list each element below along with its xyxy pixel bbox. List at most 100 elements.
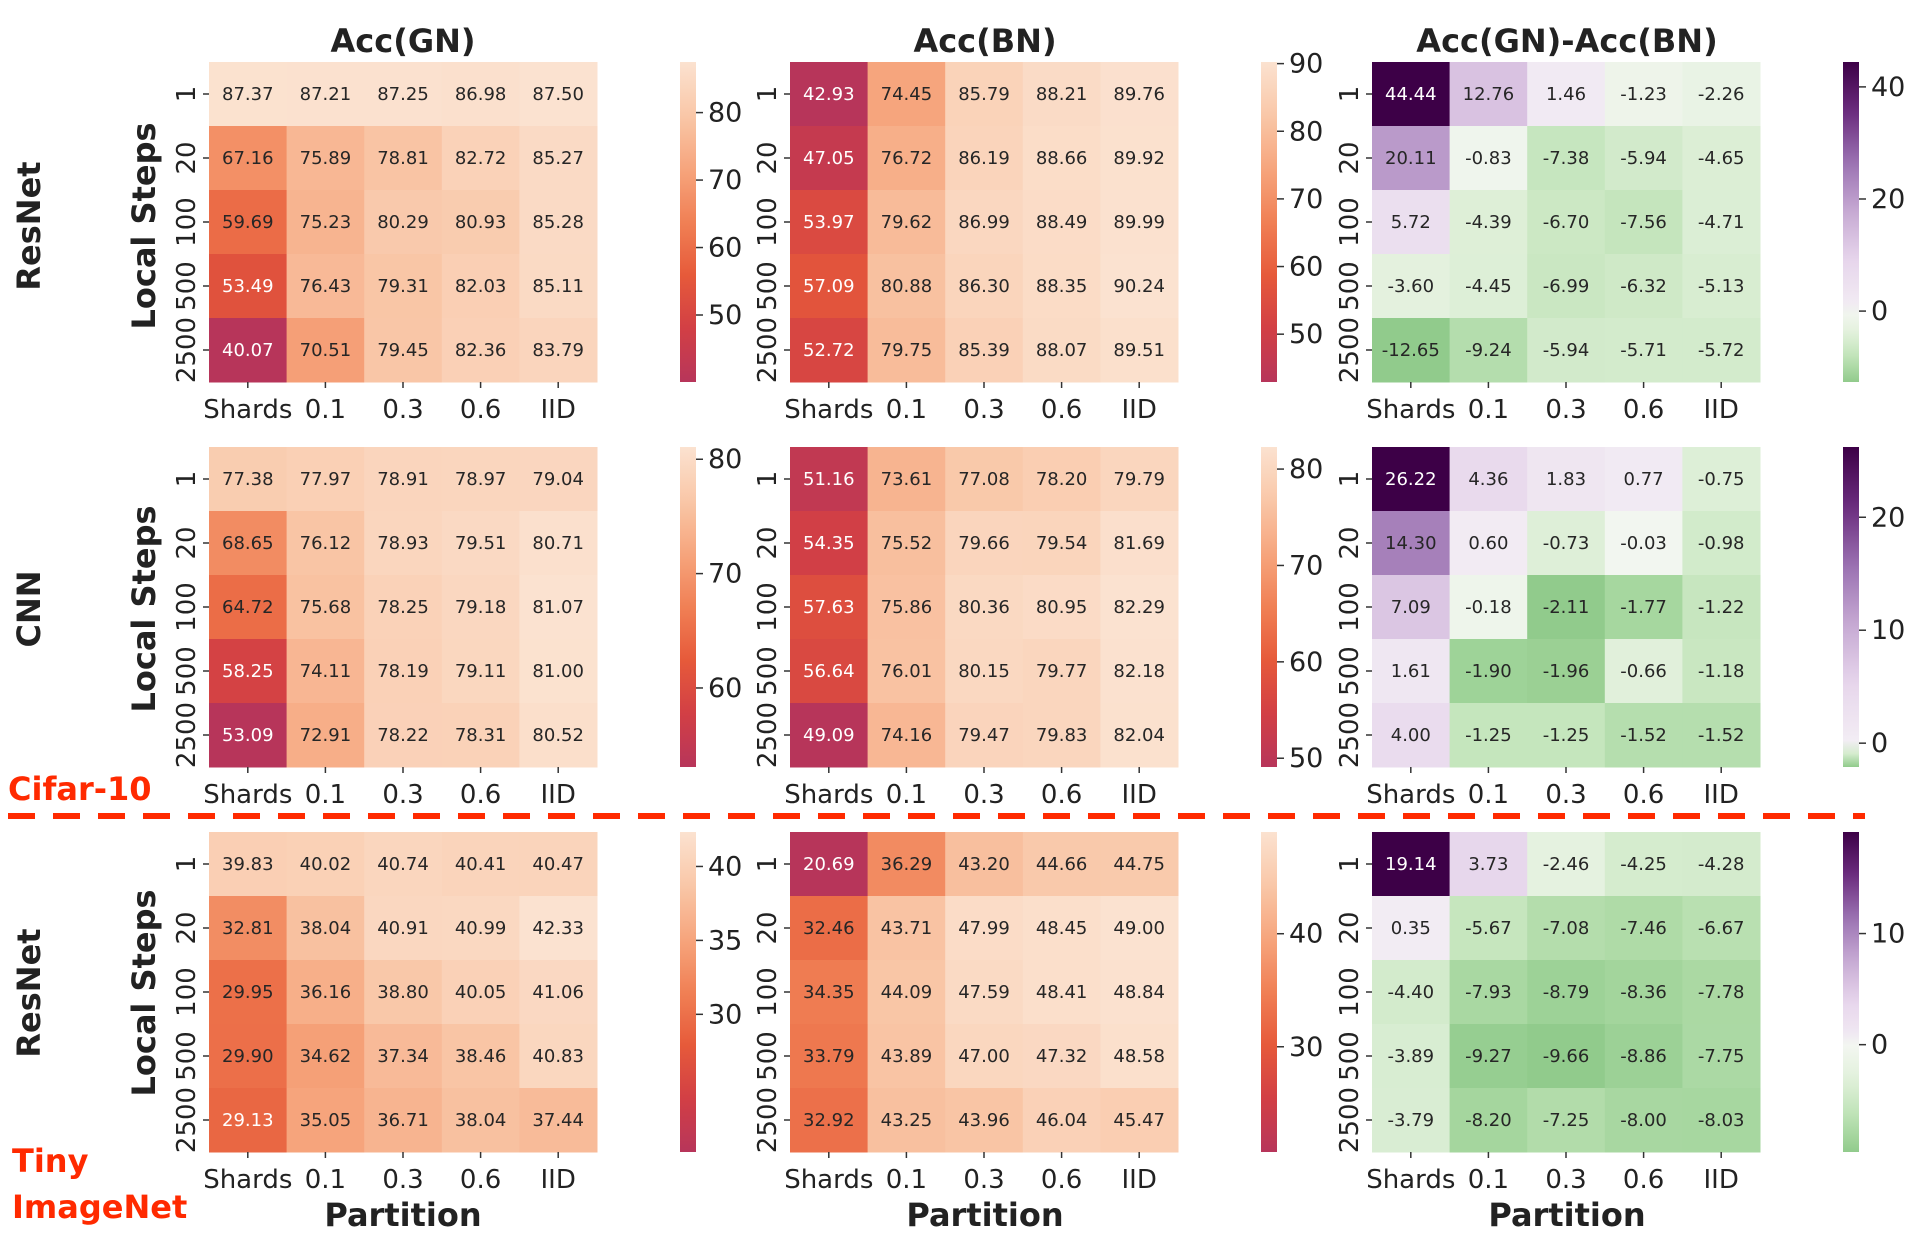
cell-value-label: 82.36 bbox=[455, 340, 507, 361]
cell-value-label: 29.95 bbox=[222, 982, 274, 1003]
heatmap-cell bbox=[867, 318, 946, 383]
cell-value-label: 29.90 bbox=[222, 1046, 274, 1067]
cell-value-label: 43.20 bbox=[958, 854, 1010, 875]
heatmap-cell bbox=[1604, 62, 1683, 127]
cell-value-label: 20.11 bbox=[1385, 148, 1437, 169]
x-tick-label: 0.3 bbox=[1545, 1165, 1586, 1195]
cell-value-label: 75.68 bbox=[300, 597, 352, 618]
y-tick-label: 500 bbox=[753, 261, 783, 311]
heatmap-cell bbox=[1372, 832, 1451, 897]
heatmap-panel: 87.37 87.21 87.25 86.98 87.50 67.16 75.89 78.81… bbox=[172, 62, 742, 425]
x-tick-label: 0.1 bbox=[1468, 1165, 1509, 1195]
x-tick-label: IID bbox=[541, 780, 576, 810]
cell-value-label: 47.05 bbox=[803, 148, 855, 169]
heatmap-cell bbox=[441, 960, 520, 1025]
y-tick-label: 100 bbox=[1335, 582, 1365, 632]
cell-value-label: -7.78 bbox=[1698, 982, 1745, 1003]
cell-value-label: -1.52 bbox=[1698, 725, 1745, 746]
heatmap-cell bbox=[945, 511, 1024, 576]
x-tick-label: 0.3 bbox=[382, 395, 423, 425]
cell-value-label: 58.25 bbox=[222, 661, 274, 682]
cell-value-label: 47.32 bbox=[1036, 1046, 1088, 1067]
cell-value-label: 40.07 bbox=[222, 340, 274, 361]
cell-value-label: -8.03 bbox=[1698, 1110, 1745, 1131]
y-tick-label: 20 bbox=[753, 911, 783, 944]
heatmap-cell bbox=[286, 1088, 365, 1153]
cell-value-label: 1.46 bbox=[1546, 84, 1586, 105]
heatmap-cell bbox=[1100, 447, 1179, 512]
x-tick-label: 0.6 bbox=[1623, 780, 1664, 810]
heatmap-cell bbox=[1100, 62, 1179, 127]
heatmap-cell bbox=[1100, 575, 1179, 640]
cell-value-label: 79.77 bbox=[1036, 661, 1088, 682]
x-tick-label: 0.6 bbox=[460, 780, 501, 810]
cell-value-label: 36.29 bbox=[881, 854, 933, 875]
colorbar-tick-label: 60 bbox=[708, 673, 742, 704]
cell-value-label: 40.99 bbox=[455, 918, 507, 939]
cell-value-label: 36.71 bbox=[377, 1110, 429, 1131]
colorbar-tick-label: 80 bbox=[1289, 116, 1323, 147]
heatmap-cell bbox=[209, 703, 288, 768]
cell-value-label: 57.63 bbox=[803, 597, 855, 618]
cell-value-label: -9.27 bbox=[1465, 1046, 1512, 1067]
heatmap-cell bbox=[945, 1088, 1024, 1153]
cell-value-label: 74.16 bbox=[881, 725, 933, 746]
xlabel-col3: Partition bbox=[1488, 1196, 1645, 1234]
heatmap-panel: 20.69 36.29 43.20 44.66 44.75 32.46 43.71 47.99… bbox=[753, 832, 1323, 1195]
colorbar bbox=[1843, 62, 1859, 382]
heatmap-cell bbox=[867, 896, 946, 961]
heatmap-cell bbox=[867, 511, 946, 576]
heatmap-cell bbox=[364, 126, 443, 191]
x-tick-label: 0.1 bbox=[1468, 780, 1509, 810]
colorbar-tick-label: 0 bbox=[1871, 296, 1888, 327]
cell-value-label: -1.18 bbox=[1698, 661, 1745, 682]
cell-value-label: -6.99 bbox=[1543, 276, 1590, 297]
heatmap-cell bbox=[1449, 960, 1528, 1025]
heatmap-cell bbox=[1604, 318, 1683, 383]
heatmap-cell bbox=[1022, 575, 1101, 640]
y-tick-label: 1 bbox=[753, 86, 783, 103]
cell-value-label: 77.08 bbox=[958, 469, 1010, 490]
heatmap-cell bbox=[945, 126, 1024, 191]
heatmap-cell bbox=[364, 960, 443, 1025]
heatmap-cell bbox=[209, 511, 288, 576]
heatmap-cell bbox=[1449, 575, 1528, 640]
cell-value-label: -1.25 bbox=[1465, 725, 1512, 746]
cell-value-label: -8.79 bbox=[1543, 982, 1590, 1003]
x-tick-label: Shards bbox=[1366, 395, 1455, 425]
y-tick-label: 500 bbox=[753, 1031, 783, 1081]
heatmap-cell bbox=[519, 62, 598, 127]
cell-value-label: 74.11 bbox=[300, 661, 352, 682]
x-tick-label: 0.1 bbox=[886, 1165, 927, 1195]
heatmap-cell bbox=[1100, 318, 1179, 383]
heatmap-cell bbox=[441, 639, 520, 704]
cell-value-label: 44.09 bbox=[881, 982, 933, 1003]
cell-value-label: 80.93 bbox=[455, 212, 507, 233]
cell-value-label: -0.73 bbox=[1543, 533, 1590, 554]
heatmap-cell bbox=[945, 703, 1024, 768]
heatmap-cell bbox=[1100, 896, 1179, 961]
heatmap-cell bbox=[1372, 190, 1451, 255]
dataset-label-tiny-line1: Tiny bbox=[12, 1142, 89, 1180]
colorbar-tick-label: 70 bbox=[1289, 184, 1323, 215]
heatmap-cell bbox=[209, 896, 288, 961]
heatmap-cell bbox=[364, 511, 443, 576]
heatmap-cell bbox=[1527, 832, 1606, 897]
colorbar-tick-label: 30 bbox=[1289, 1032, 1323, 1063]
cell-value-label: 53.97 bbox=[803, 212, 855, 233]
heatmap-cell bbox=[1449, 832, 1528, 897]
heatmap-cell bbox=[1527, 318, 1606, 383]
heatmap-cell bbox=[1449, 62, 1528, 127]
colorbar bbox=[680, 832, 696, 1152]
heatmap-cell bbox=[1372, 126, 1451, 191]
heatmap-cell bbox=[1682, 254, 1761, 319]
heatmap-cell bbox=[209, 832, 288, 897]
heatmap-cell bbox=[1022, 447, 1101, 512]
heatmap-cell bbox=[1682, 126, 1761, 191]
heatmap-cell bbox=[867, 575, 946, 640]
cell-value-label: 68.65 bbox=[222, 533, 274, 554]
cell-value-label: 20.69 bbox=[803, 854, 855, 875]
heatmap-cell bbox=[441, 62, 520, 127]
xlabel-col1: Partition bbox=[324, 1196, 481, 1234]
heatmap-cell bbox=[1372, 896, 1451, 961]
